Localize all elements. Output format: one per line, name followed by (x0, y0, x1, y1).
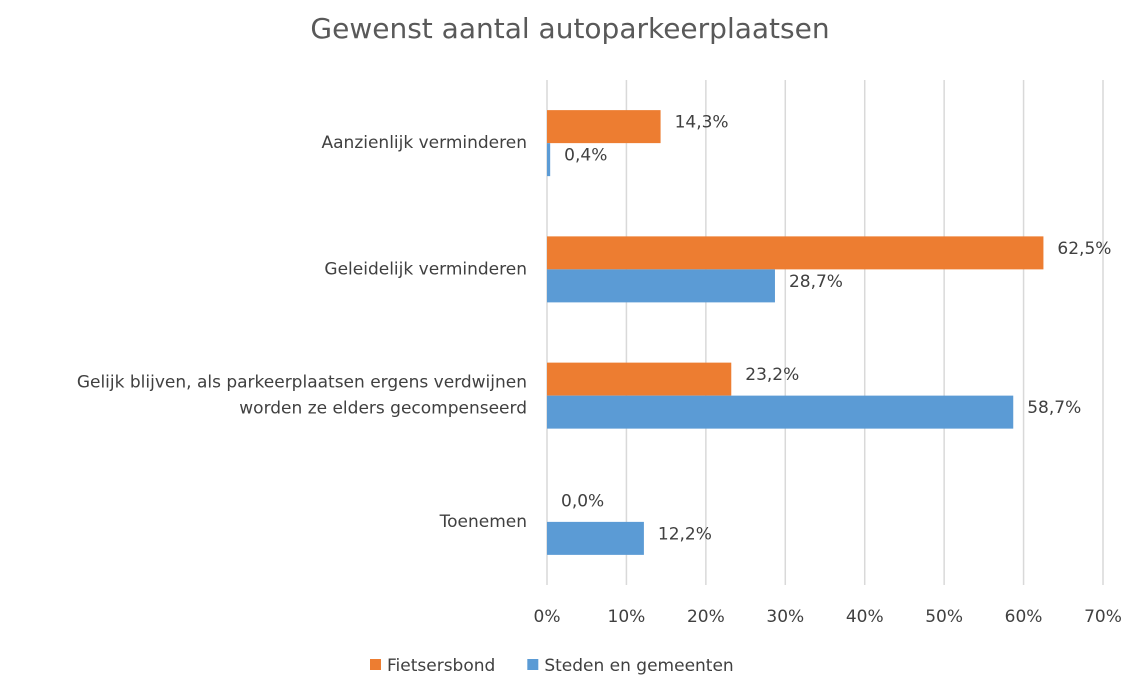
legend-swatch (370, 659, 381, 670)
y-tick-label: Toenemen (439, 512, 527, 532)
x-tick-label: 40% (846, 607, 884, 627)
x-tick-label: 30% (766, 607, 804, 627)
y-tick-label: Geleidelijk verminderen (324, 259, 527, 279)
data-label: 28,7% (789, 272, 843, 292)
data-label: 0,0% (561, 491, 604, 511)
x-tick-label: 0% (534, 607, 561, 627)
bar (547, 110, 661, 144)
data-label: 58,7% (1027, 398, 1081, 418)
data-label: 0,4% (564, 146, 607, 166)
data-label: 23,2% (745, 365, 799, 385)
x-tick-label: 60% (1005, 607, 1043, 627)
chart-title: Gewenst aantal autoparkeerplaatsen (310, 12, 829, 45)
legend-label: Fietsersbond (387, 656, 495, 676)
data-label: 14,3% (675, 113, 729, 133)
data-label: 12,2% (658, 524, 712, 544)
bar (547, 362, 732, 396)
legend-swatch (527, 659, 539, 670)
x-tick-label: 10% (608, 607, 646, 627)
bar (547, 269, 775, 303)
x-tick-label: 70% (1084, 607, 1122, 627)
y-tick-label: Aanzienlijk verminderen (322, 133, 528, 153)
x-tick-label: 20% (687, 607, 725, 627)
bar (547, 521, 644, 555)
legend-label: Steden en gemeenten (544, 656, 733, 676)
bar (547, 236, 1044, 270)
bar (547, 395, 1014, 429)
data-label: 62,5% (1057, 239, 1111, 259)
x-tick-label: 50% (925, 607, 963, 627)
bar (547, 143, 551, 177)
y-tick-label: Gelijk blijven, als parkeerplaatsen erge… (77, 373, 527, 419)
